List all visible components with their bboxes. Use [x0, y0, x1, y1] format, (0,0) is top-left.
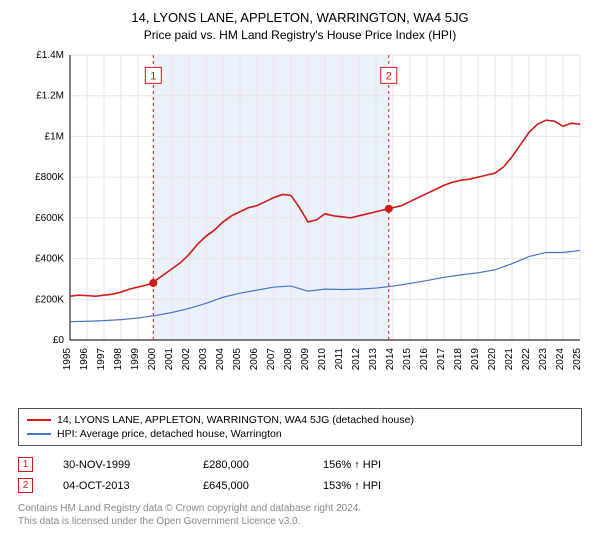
row-price: £280,000 — [203, 459, 293, 471]
legend-label: HPI: Average price, detached house, Warr… — [57, 428, 282, 440]
transactions-table: 1 30-NOV-1999 £280,000 156% ↑ HPI 2 04-OCT-20… — [18, 454, 582, 496]
svg-text:2023: 2023 — [538, 348, 549, 371]
svg-text:2002: 2002 — [181, 348, 192, 371]
svg-text:2019: 2019 — [470, 348, 481, 371]
price-chart: £0 £200K £400K £600K £800K £1M £1.2M £1.4M 1995 1… — [18, 50, 582, 400]
svg-text:1: 1 — [150, 70, 156, 82]
svg-text:£0: £0 — [53, 335, 65, 346]
svg-text:1996: 1996 — [79, 348, 90, 371]
row-price: £645,000 — [203, 480, 293, 492]
svg-text:2022: 2022 — [521, 348, 532, 371]
svg-text:1998: 1998 — [113, 348, 124, 371]
svg-text:2008: 2008 — [283, 348, 294, 371]
svg-text:2015: 2015 — [402, 348, 413, 371]
svg-text:2017: 2017 — [436, 348, 447, 371]
row-date: 30-NOV-1999 — [63, 459, 173, 471]
legend-label: 14, LYONS LANE, APPLETON, WARRINGTON, WA… — [57, 414, 414, 426]
legend-item: 14, LYONS LANE, APPLETON, WARRINGTON, WA… — [27, 413, 573, 427]
svg-text:2024: 2024 — [555, 348, 566, 371]
svg-text:2006: 2006 — [249, 348, 260, 371]
license-line: Contains HM Land Registry data © Crown c… — [18, 502, 582, 515]
chart-svg: £0 £200K £400K £600K £800K £1M £1.2M £1.4M 1995 1… — [18, 50, 582, 400]
svg-text:2021: 2021 — [504, 348, 515, 371]
svg-text:2018: 2018 — [453, 348, 464, 371]
svg-text:2025: 2025 — [572, 348, 582, 371]
svg-text:2007: 2007 — [266, 348, 277, 371]
svg-text:2004: 2004 — [215, 348, 226, 371]
svg-text:2000: 2000 — [147, 348, 158, 371]
row-marker: 1 — [18, 457, 33, 472]
svg-text:2: 2 — [386, 70, 392, 82]
table-row: 1 30-NOV-1999 £280,000 156% ↑ HPI — [18, 454, 582, 475]
row-date: 04-OCT-2013 — [63, 480, 173, 492]
license-text: Contains HM Land Registry data © Crown c… — [18, 502, 582, 528]
svg-text:2013: 2013 — [368, 348, 379, 371]
page-subtitle: Price paid vs. HM Land Registry's House … — [18, 28, 582, 42]
svg-text:£1M: £1M — [45, 131, 64, 142]
svg-text:2011: 2011 — [334, 348, 345, 370]
svg-text:1995: 1995 — [62, 348, 73, 371]
svg-text:£1.2M: £1.2M — [36, 91, 64, 102]
svg-text:2016: 2016 — [419, 348, 430, 371]
row-hpi: 153% ↑ HPI — [323, 480, 381, 492]
row-hpi: 156% ↑ HPI — [323, 459, 381, 471]
svg-text:1999: 1999 — [130, 348, 141, 371]
table-row: 2 04-OCT-2013 £645,000 153% ↑ HPI — [18, 475, 582, 496]
svg-text:2020: 2020 — [487, 348, 498, 371]
svg-text:2005: 2005 — [232, 348, 243, 371]
svg-text:2014: 2014 — [385, 348, 396, 371]
license-line: This data is licensed under the Open Gov… — [18, 515, 582, 528]
page-title: 14, LYONS LANE, APPLETON, WARRINGTON, WA… — [18, 10, 582, 25]
svg-text:1997: 1997 — [96, 348, 107, 371]
legend-box: 14, LYONS LANE, APPLETON, WARRINGTON, WA… — [18, 408, 582, 446]
svg-text:2009: 2009 — [300, 348, 311, 371]
svg-text:2003: 2003 — [198, 348, 209, 371]
legend-swatch — [27, 419, 51, 421]
svg-text:£1.4M: £1.4M — [36, 50, 64, 61]
svg-text:£200K: £200K — [35, 294, 64, 305]
row-marker: 2 — [18, 478, 33, 493]
svg-text:2012: 2012 — [351, 348, 362, 371]
svg-text:2001: 2001 — [164, 348, 175, 371]
svg-text:2010: 2010 — [317, 348, 328, 371]
svg-text:£400K: £400K — [35, 254, 64, 265]
svg-text:£800K: £800K — [35, 172, 64, 183]
legend-swatch — [27, 433, 51, 435]
legend-item: HPI: Average price, detached house, Warr… — [27, 427, 573, 441]
svg-text:£600K: £600K — [35, 213, 64, 224]
